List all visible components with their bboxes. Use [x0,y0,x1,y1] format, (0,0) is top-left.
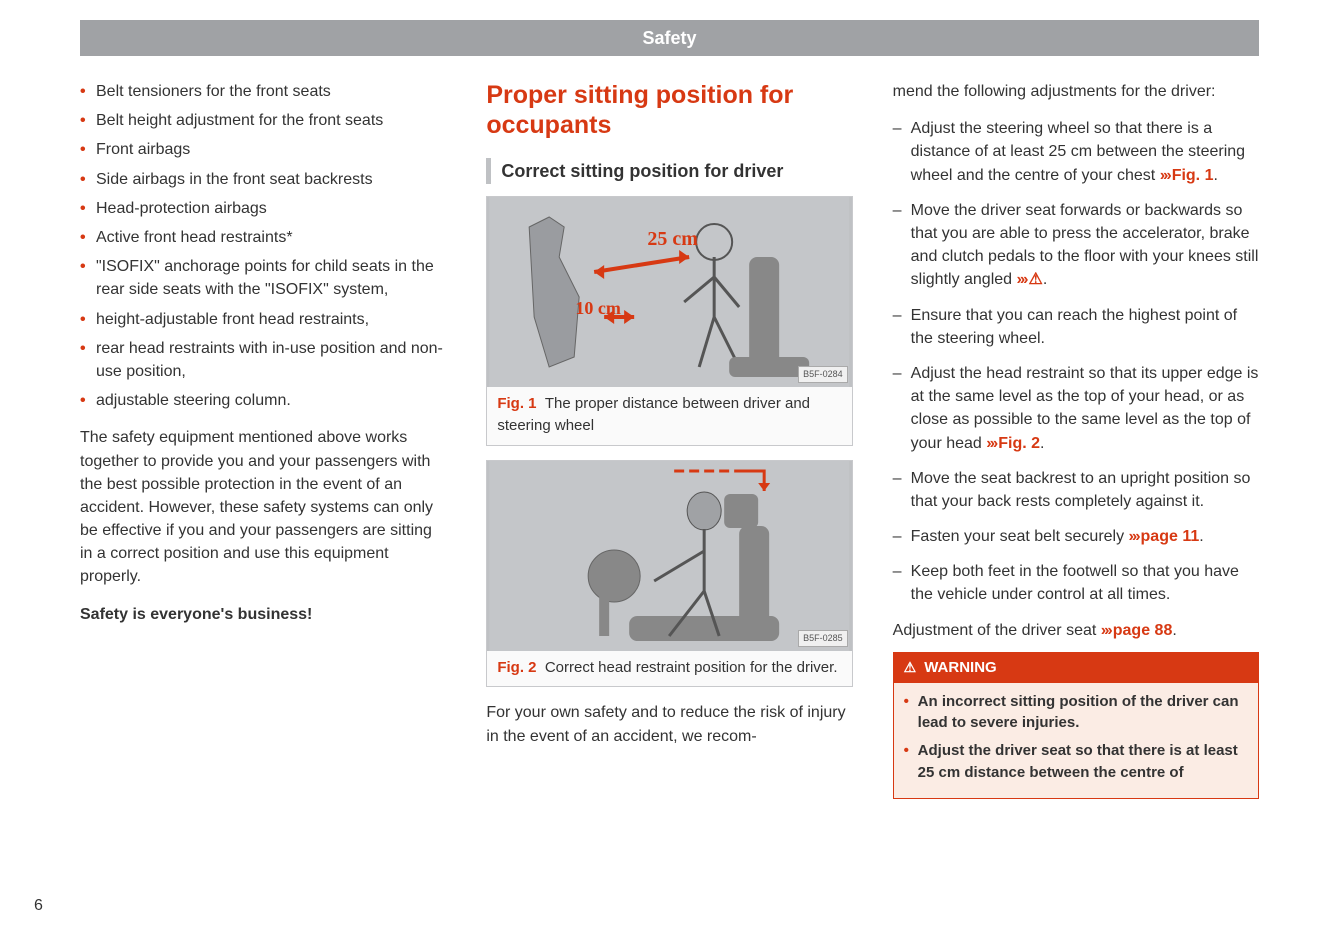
adjustment-item: Move the driver seat forwards or backwar… [893,199,1259,292]
fig2-reference: Fig. 2 [986,435,1040,452]
figure-2-number: Fig. 2 [497,659,536,676]
adjustment-item: Keep both feet in the footwell so that y… [893,560,1259,606]
distance-label-10: 10 cm [575,295,620,321]
section-title: Proper sitting position for occupants [486,80,852,140]
right-intro: mend the following adjustments for the d… [893,80,1259,103]
figure-2-code: B5F-0285 [798,630,848,647]
figure-1-number: Fig. 1 [497,395,536,412]
feature-item: adjustable steering column. [80,389,446,412]
warning-title: WARNING [894,653,1258,683]
page88-reference: page 88 [1101,622,1173,639]
warning-triangle-icon: ⚠ [1028,268,1042,291]
fig1-reference: Fig. 1 [1160,167,1214,184]
adjustment-item: Ensure that you can reach the highest po… [893,304,1259,350]
feature-item: rear head restraints with in-use positio… [80,337,446,383]
middle-column: Proper sitting position for occupants Co… [486,80,852,799]
page-number: 6 [34,894,43,917]
figure-1-illustration: 25 cm 10 cm B5F-0284 [487,197,851,387]
feature-item: Belt height adjustment for the front sea… [80,109,446,132]
feature-item: Head-protection airbags [80,197,446,220]
adjustment-item: Fasten your seat belt securely page 11. [893,525,1259,548]
adjustment-item: Adjust the head restraint so that its up… [893,362,1259,455]
warning-ref-icon [1017,271,1029,288]
figure-1-code: B5F-0284 [798,366,848,383]
figure-2-illustration: B5F-0285 [487,461,851,651]
distance-label-25: 25 cm [647,225,698,254]
features-list: Belt tensioners for the front seats Belt… [80,80,446,412]
warning-item: An incorrect sitting position of the dri… [904,691,1248,735]
sub-title: Correct sitting position for driver [486,158,852,184]
figure-2: B5F-0285 Fig. 2 Correct head restraint p… [486,460,852,688]
section-header: Safety [80,20,1259,56]
figure-2-caption: Fig. 2 Correct head restraint position f… [487,651,851,687]
seat-adjust-ref: Adjustment of the driver seat page 88. [893,619,1259,642]
figure-1-caption-text: The proper distance between driver and s… [497,395,810,434]
warning-item: Adjust the driver seat so that there is … [904,740,1248,784]
figure-1-caption: Fig. 1 The proper distance between drive… [487,387,851,445]
feature-item: Side airbags in the front seat backrests [80,168,446,191]
adjustment-item: Adjust the steering wheel so that there … [893,117,1259,187]
feature-item: height-adjustable front head restraints, [80,308,446,331]
feature-item: Belt tensioners for the front seats [80,80,446,103]
page11-reference: page 11 [1129,528,1200,545]
warning-box: WARNING An incorrect sitting position of… [893,652,1259,799]
safety-paragraph: The safety equipment mentioned above wor… [80,426,446,588]
right-column: mend the following adjustments for the d… [893,80,1259,799]
feature-item: "ISOFIX" anchorage points for child seat… [80,255,446,301]
middle-tail-text: For your own safety and to reduce the ri… [486,701,852,747]
feature-item: Front airbags [80,138,446,161]
safety-slogan: Safety is everyone's business! [80,603,446,626]
adjustment-item: Move the seat backrest to an upright pos… [893,467,1259,513]
figure-1: 25 cm 10 cm B5F-0284 Fig. 1 The proper d… [486,196,852,446]
figure-2-caption-text: Correct head restraint position for the … [545,659,838,676]
feature-item: Active front head restraints* [80,226,446,249]
left-column: Belt tensioners for the front seats Belt… [80,80,446,799]
